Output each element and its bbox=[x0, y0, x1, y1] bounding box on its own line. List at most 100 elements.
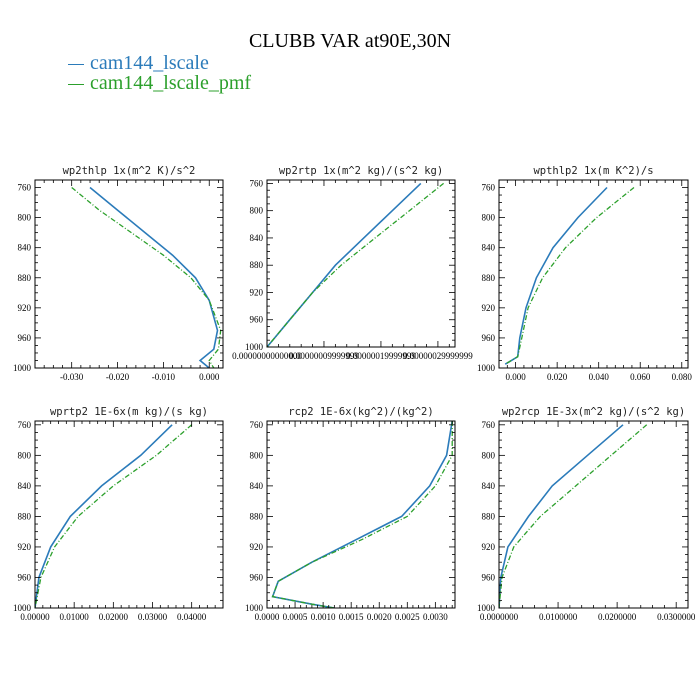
x-tick-label: 0.000 bbox=[199, 372, 220, 382]
x-tick-label: 0.000 bbox=[505, 372, 526, 382]
series-line-lscale bbox=[267, 182, 422, 347]
x-tick-label: 0.0020 bbox=[367, 612, 392, 622]
panel-2: wp2rtp 1x(m^2 kg)/(s^2 kg) 760 800 840 880 92… bbox=[232, 165, 473, 361]
y-tick-label: 960 bbox=[482, 572, 496, 582]
plot-frame bbox=[34, 179, 224, 369]
panel-4: wprtp2 1E-6x(m kg)/(s kg) 760 800 840 880 920… bbox=[13, 406, 224, 622]
panel-title: wp2rcp 1E-3x(m^2 kg)/(s^2 kg) bbox=[502, 406, 685, 418]
x-tick-label: 0.080 bbox=[672, 372, 693, 382]
y-tick-label: 760 bbox=[482, 183, 496, 193]
x-tick-label: -0.030 bbox=[60, 372, 84, 382]
legend-label: cam144_lscale bbox=[90, 52, 209, 74]
x-tick-label: 0.0200000 bbox=[598, 612, 637, 622]
y-tick-label: 920 bbox=[250, 542, 264, 552]
series-line-lscale-pmf bbox=[35, 424, 193, 608]
y-tick-label: 880 bbox=[482, 511, 496, 521]
x-tick-label: 0.0030 bbox=[423, 612, 448, 622]
panel-5: rcp2 1E-6x(kg^2)/(kg^2) 760 800 840 880 920 96… bbox=[245, 406, 456, 622]
y-tick-label: 800 bbox=[250, 206, 264, 216]
y-tick-label: 920 bbox=[18, 303, 32, 313]
x-tick-label: 0.0015 bbox=[339, 612, 364, 622]
x-tick-label: 0.00000009999999 bbox=[289, 351, 359, 361]
y-tick-label: 840 bbox=[482, 243, 496, 253]
legend-line-icon bbox=[68, 63, 84, 65]
panel-3: wpthlp2 1x(m K^2)/s 760 800 840 880 920 960 100… bbox=[477, 165, 692, 382]
y-tick-label: 880 bbox=[250, 260, 264, 270]
y-tick-label: 880 bbox=[18, 511, 32, 521]
y-tick-label: 760 bbox=[482, 420, 496, 430]
y-tick-label: 760 bbox=[250, 420, 264, 430]
y-tick-label: 1000 bbox=[477, 603, 496, 613]
figure-title: CLUBB VAR at90E,30N bbox=[248, 30, 452, 52]
panel-title: wp2rtp 1x(m^2 kg)/(s^2 kg) bbox=[279, 165, 443, 177]
panel-title: wprtp2 1E-6x(m kg)/(s kg) bbox=[50, 406, 208, 418]
y-tick-label: 880 bbox=[18, 273, 32, 283]
y-tick-label: 1000 bbox=[13, 603, 32, 613]
legend-line-icon bbox=[68, 83, 84, 85]
plot-frame bbox=[498, 179, 689, 369]
y-tick-label: 960 bbox=[18, 333, 32, 343]
x-tick-label: -0.020 bbox=[106, 372, 130, 382]
y-tick-label: 760 bbox=[18, 183, 32, 193]
series-line-lscale-pmf bbox=[504, 186, 635, 365]
series-line-lscale bbox=[504, 186, 608, 365]
x-tick-label: 0.03000 bbox=[138, 612, 168, 622]
plot-frame bbox=[266, 420, 456, 609]
x-tick-label: 0.0300000 bbox=[657, 612, 696, 622]
y-tick-label: 800 bbox=[250, 450, 264, 460]
x-tick-label: 0.060 bbox=[630, 372, 651, 382]
legend-entry-lscale: cam144_lscale bbox=[68, 52, 209, 75]
y-tick-label: 880 bbox=[250, 511, 264, 521]
legend-label: cam144_lscale_pmf bbox=[90, 72, 252, 94]
y-tick-label: 760 bbox=[18, 420, 32, 430]
y-tick-label: 840 bbox=[18, 243, 32, 253]
y-tick-label: 840 bbox=[482, 481, 496, 491]
panel-6: wp2rcp 1E-3x(m^2 kg)/(s^2 kg) 760 800 840 88… bbox=[477, 406, 696, 622]
plot-frame bbox=[34, 420, 224, 609]
x-tick-label: 0.02000 bbox=[99, 612, 129, 622]
y-tick-label: 840 bbox=[250, 233, 264, 243]
y-tick-label: 960 bbox=[482, 333, 496, 343]
x-tick-label: 0.0000000 bbox=[480, 612, 519, 622]
panel-title: rcp2 1E-6x(kg^2)/(kg^2) bbox=[288, 406, 433, 418]
panel-title: wpthlp2 1x(m K^2)/s bbox=[533, 165, 653, 177]
x-tick-label: 0.040 bbox=[589, 372, 610, 382]
y-tick-label: 960 bbox=[250, 315, 264, 325]
series-line-lscale bbox=[499, 424, 624, 608]
y-tick-label: 880 bbox=[482, 273, 496, 283]
x-tick-label: 0.0005 bbox=[283, 612, 308, 622]
series-line-lscale bbox=[35, 424, 173, 608]
x-tick-label: 0.0010 bbox=[311, 612, 336, 622]
x-tick-label: 0.00000029999999 bbox=[403, 351, 473, 361]
series-line-lscale-pmf bbox=[71, 186, 222, 368]
y-tick-label: 960 bbox=[250, 572, 264, 582]
y-tick-label: 800 bbox=[482, 213, 496, 223]
y-tick-label: 920 bbox=[18, 542, 32, 552]
y-tick-label: 920 bbox=[482, 542, 496, 552]
x-tick-label: 0.0000 bbox=[255, 612, 280, 622]
x-tick-label: 0.0025 bbox=[395, 612, 420, 622]
x-tick-label: 0.04000 bbox=[177, 612, 207, 622]
series-line-lscale bbox=[89, 186, 219, 368]
legend-entry-lscale-pmf: cam144_lscale_pmf bbox=[68, 72, 251, 95]
y-tick-label: 800 bbox=[482, 450, 496, 460]
y-tick-label: 1000 bbox=[477, 363, 496, 373]
y-tick-label: 920 bbox=[250, 287, 264, 297]
plot-frame bbox=[266, 179, 456, 348]
series-line-lscale bbox=[271, 421, 453, 608]
x-tick-label: 0.0100000 bbox=[539, 612, 578, 622]
y-tick-label: 840 bbox=[250, 481, 264, 491]
series-line-lscale-pmf bbox=[499, 424, 648, 608]
y-tick-label: 840 bbox=[18, 481, 32, 491]
x-tick-label: 0.00000 bbox=[20, 612, 50, 622]
y-tick-label: 1000 bbox=[245, 603, 264, 613]
y-tick-label: 960 bbox=[18, 572, 32, 582]
plot-frame bbox=[498, 420, 689, 609]
y-tick-label: 1000 bbox=[245, 342, 264, 352]
series-line-lscale-pmf bbox=[271, 421, 453, 608]
y-tick-label: 1000 bbox=[13, 363, 32, 373]
series-line-lscale-pmf bbox=[267, 182, 445, 347]
y-tick-label: 920 bbox=[482, 303, 496, 313]
x-tick-label: 0.020 bbox=[547, 372, 568, 382]
